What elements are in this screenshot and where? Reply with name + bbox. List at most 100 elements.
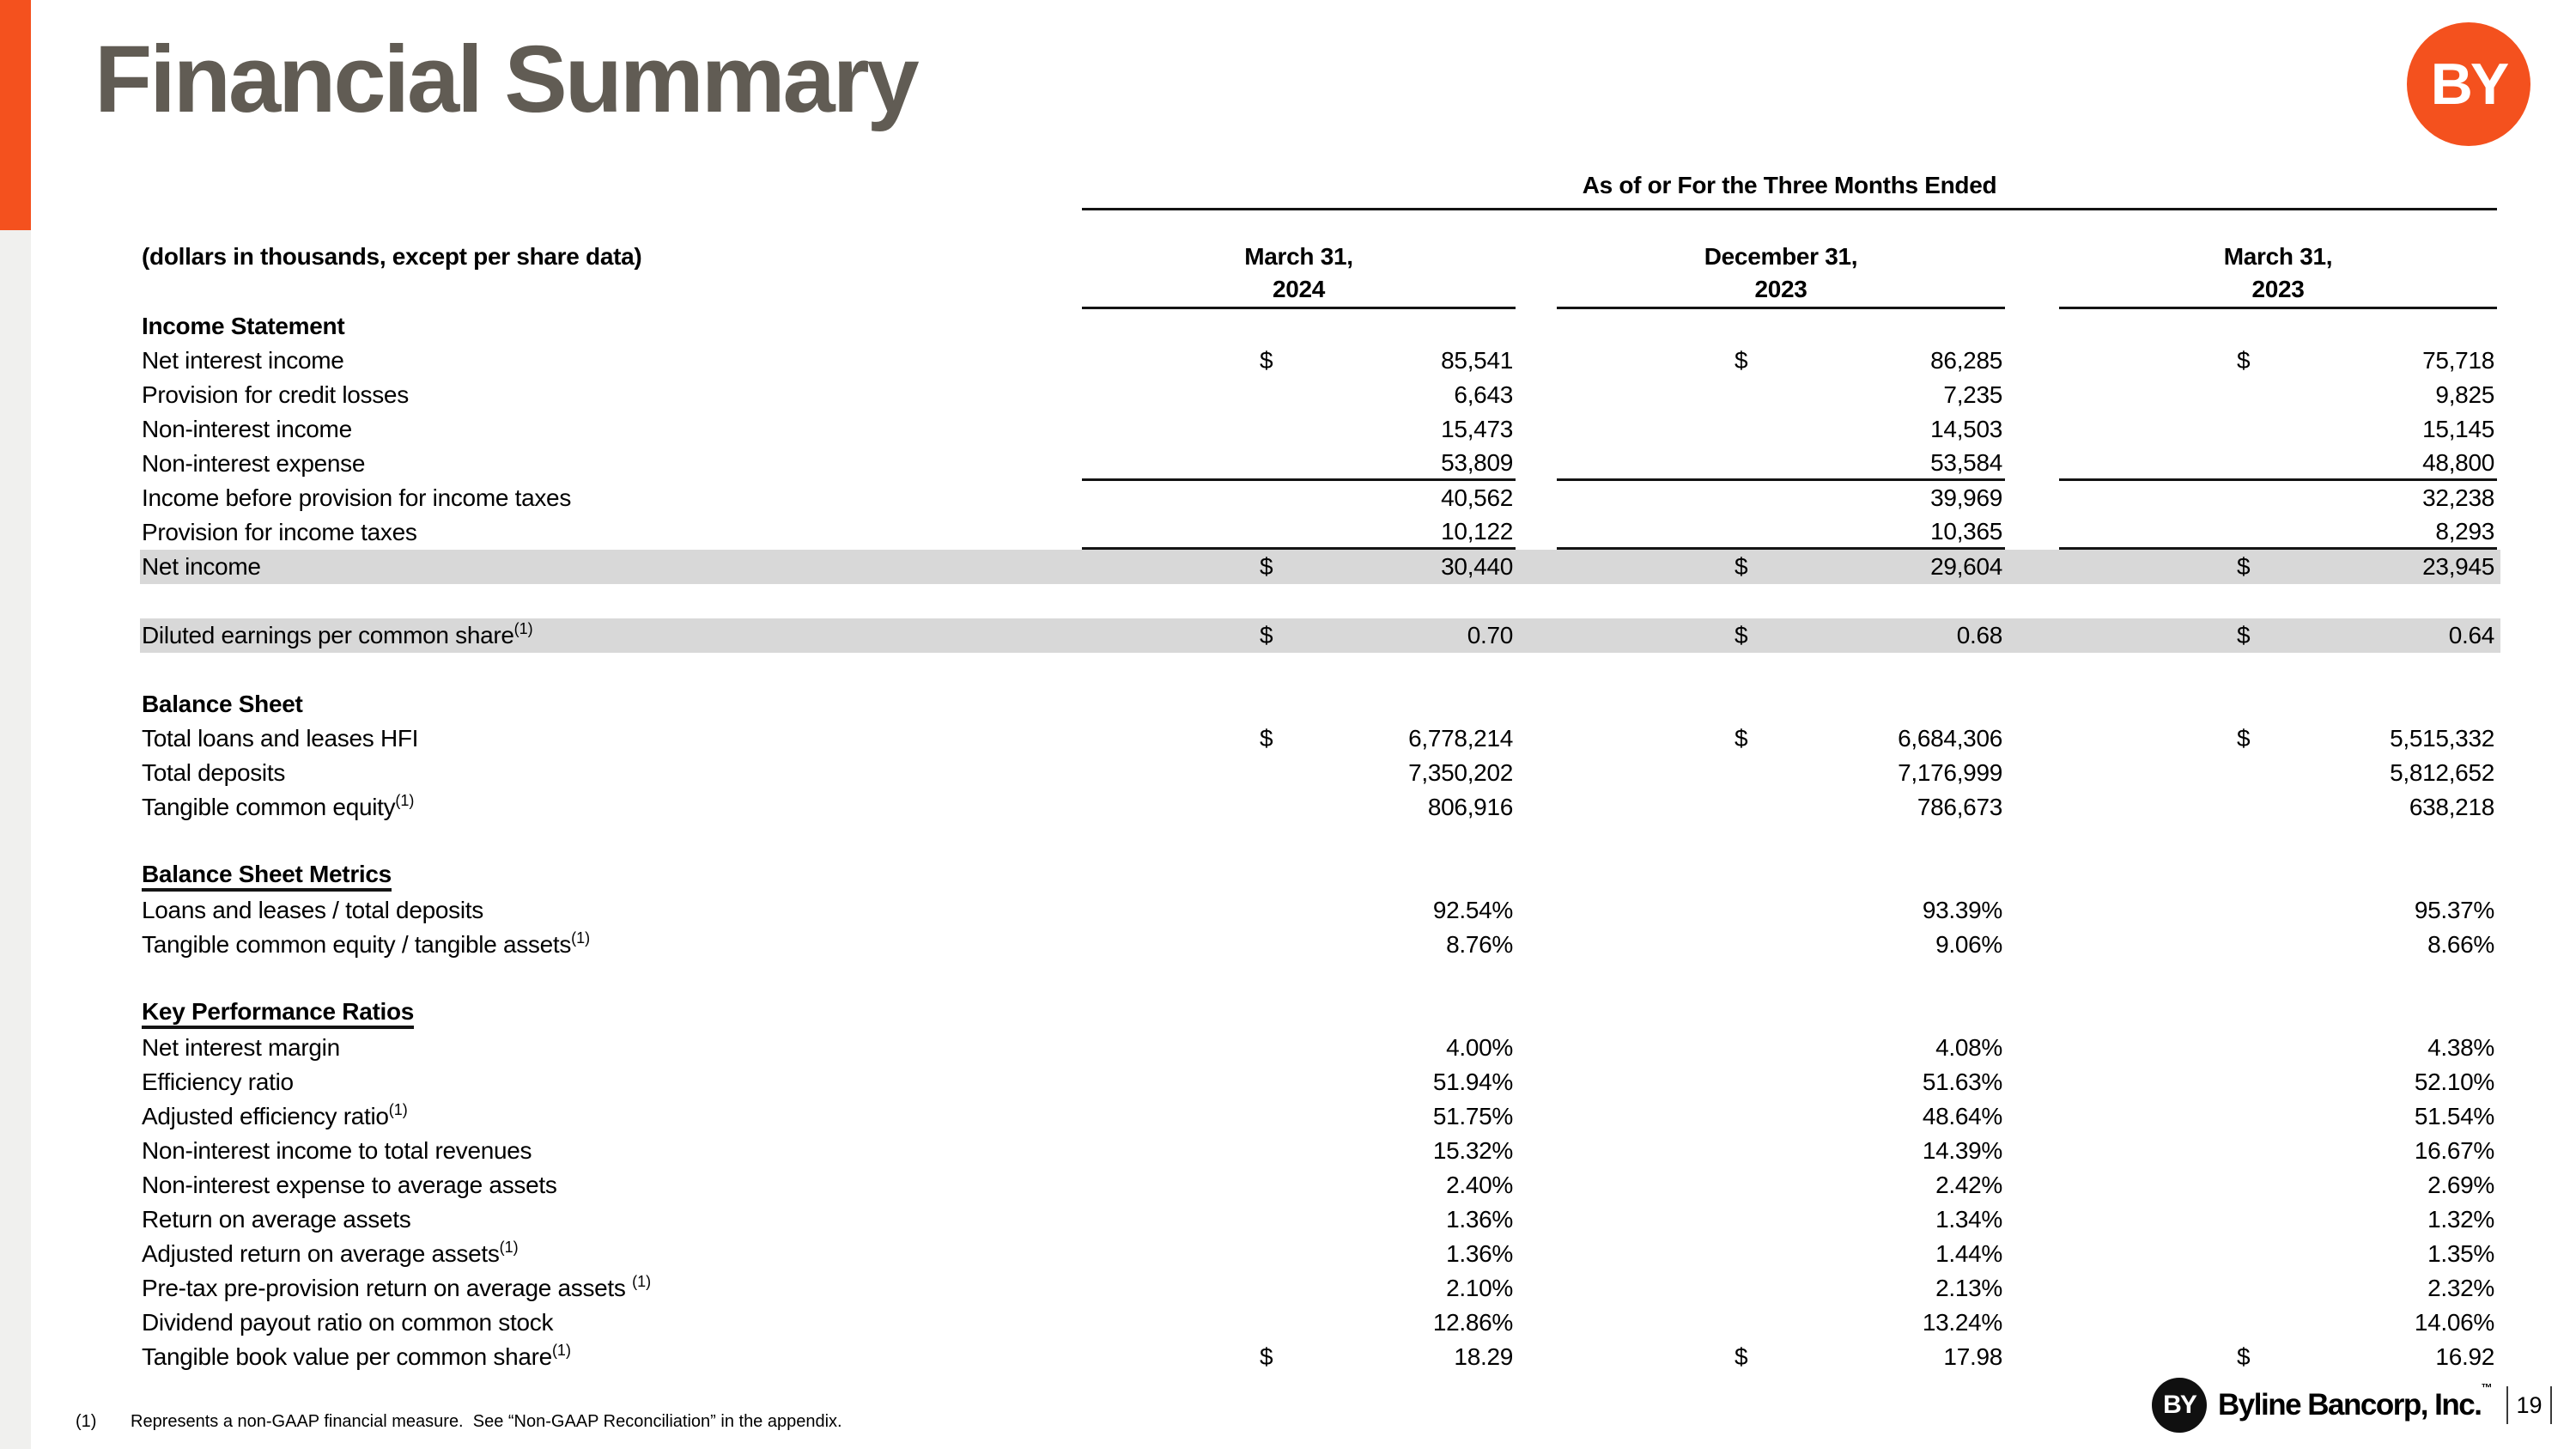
- table-spacer-row: [140, 825, 2500, 859]
- currency-symbol: $: [1260, 725, 1273, 752]
- value-cell: 1.36%: [1082, 1237, 1516, 1271]
- currency-symbol: $: [1260, 622, 1273, 648]
- value-cell: 4.38%: [2059, 1031, 2497, 1065]
- footnote: (1) Represents a non-GAAP financial meas…: [76, 1412, 842, 1432]
- value-cell: 15.32%: [1082, 1134, 1516, 1168]
- cell-value: 1.35%: [2427, 1240, 2494, 1267]
- cell-value: 2.69%: [2427, 1172, 2494, 1198]
- cell-value: 9.06%: [1935, 931, 2002, 958]
- row-label: Non-interest expense to average assets: [142, 1168, 557, 1202]
- value-cell: 14.06%: [2059, 1306, 2497, 1340]
- row-label: Tangible common equity / tangible assets…: [142, 928, 590, 962]
- cell-value: 8,293: [2435, 517, 2494, 545]
- row-label: Provision for credit losses: [142, 378, 409, 412]
- cell-value: 12.86%: [1432, 1309, 1513, 1336]
- value-cell: 14,503: [1557, 412, 2005, 447]
- left-side-strip: [0, 230, 31, 1449]
- value-cell: 1.35%: [2059, 1237, 2497, 1271]
- cell-value: 9,825: [2435, 381, 2494, 408]
- value-cell: 8,293: [2059, 515, 2497, 550]
- cell-value: 14.39%: [1922, 1137, 2002, 1164]
- cell-value: 6,778,214: [1408, 725, 1513, 752]
- footer-brand-name: Byline Bancorp, Inc.™: [2218, 1381, 2493, 1422]
- table-row: Income Statement: [140, 309, 2500, 344]
- row-label: Adjusted efficiency ratio(1): [142, 1099, 408, 1134]
- row-label-text: Tangible book value per common share: [142, 1343, 552, 1370]
- value-cell: 786,673: [1557, 790, 2005, 825]
- cell-value: 1.32%: [2427, 1206, 2494, 1233]
- cell-value: 93.39%: [1922, 897, 2002, 923]
- cell-value: 15,145: [2422, 416, 2494, 442]
- footnote-reference: (1): [388, 1101, 408, 1118]
- cell-value: 15.32%: [1432, 1137, 1513, 1164]
- cell-value: 92.54%: [1432, 897, 1513, 923]
- row-label-text: Dividend payout ratio on common stock: [142, 1309, 554, 1336]
- value-cell: 2.40%: [1082, 1168, 1516, 1202]
- row-label: Key Performance Ratios: [142, 996, 414, 1031]
- currency-symbol: $: [2237, 725, 2251, 752]
- currency-symbol: $: [2237, 1343, 2251, 1370]
- page-title: Financial Summary: [94, 27, 920, 132]
- row-label-text: Net interest margin: [142, 1034, 340, 1061]
- row-label: Total loans and leases HFI: [142, 721, 418, 756]
- value-cell: 51.94%: [1082, 1065, 1516, 1099]
- cell-value: 6,684,306: [1898, 725, 2002, 752]
- cell-value: 2.13%: [1935, 1275, 2002, 1301]
- cell-value: 2.10%: [1446, 1275, 1513, 1301]
- cell-value: 5,812,652: [2390, 759, 2494, 786]
- cell-value: 85,541: [1441, 347, 1513, 374]
- value-cell: 806,916: [1082, 790, 1516, 825]
- row-label: Total deposits: [142, 756, 285, 790]
- page-number-value: 19: [2516, 1391, 2543, 1418]
- value-cell: $6,778,214: [1082, 721, 1516, 756]
- value-cell: 1.32%: [2059, 1202, 2497, 1237]
- value-cell: $18.29: [1082, 1340, 1516, 1374]
- table-row: Key Performance Ratios: [140, 996, 2500, 1031]
- row-label-text: Net interest income: [142, 347, 344, 374]
- cell-value: 8.76%: [1446, 931, 1513, 958]
- value-cell: $0.70: [1082, 618, 1516, 653]
- table-row: Total deposits 7,350,202 7,176,999 5,812,65…: [140, 756, 2500, 790]
- value-cell: $30,440: [1082, 550, 1516, 584]
- currency-symbol: $: [1260, 347, 1273, 374]
- value-cell: $85,541: [1082, 344, 1516, 378]
- row-label-text: Non-interest income: [142, 416, 352, 442]
- row-label-text: Adjusted return on average assets: [142, 1240, 500, 1267]
- value-cell: 8.66%: [2059, 928, 2497, 962]
- row-label: Non-interest expense: [142, 447, 365, 481]
- row-label: Return on average assets: [142, 1202, 411, 1237]
- table-row: Non-interest income to total revenues 15.…: [140, 1134, 2500, 1168]
- value-cell: 12.86%: [1082, 1306, 1516, 1340]
- column-header-line1: March 31,: [1244, 243, 1353, 270]
- value-cell: 51.75%: [1082, 1099, 1516, 1134]
- table-row: Balance Sheet: [140, 687, 2500, 721]
- currency-symbol: $: [2237, 347, 2251, 374]
- table-row: Adjusted efficiency ratio(1) 51.75% 48.64%…: [140, 1099, 2500, 1134]
- value-cell: 40,562: [1082, 481, 1516, 515]
- column-header-march-2023: March 31, 2023: [2059, 237, 2497, 309]
- column-header-line2: 2024: [1272, 276, 1326, 302]
- byline-monogram: BY: [2163, 1391, 2197, 1419]
- value-cell: 7,235: [1557, 378, 2005, 412]
- value-cell: 638,218: [2059, 790, 2497, 825]
- cell-value: 86,285: [1930, 347, 2002, 374]
- cell-value: 51.54%: [2414, 1103, 2494, 1129]
- row-label: Pre-tax pre-provision return on average …: [142, 1271, 651, 1306]
- cell-value: 51.75%: [1432, 1103, 1513, 1129]
- value-cell: 15,473: [1082, 412, 1516, 447]
- table-row: Income before provision for income taxes…: [140, 481, 2500, 515]
- row-label: Tangible book value per common share(1): [142, 1340, 571, 1374]
- cell-value: 48,800: [2422, 448, 2494, 476]
- currency-symbol: $: [2237, 553, 2251, 580]
- table-row: Return on average assets 1.36% 1.34% 1.32%: [140, 1202, 2500, 1237]
- value-cell: 8.76%: [1082, 928, 1516, 962]
- cell-value: 52.10%: [2414, 1068, 2494, 1095]
- cell-value: 53,809: [1441, 448, 1513, 476]
- column-header-line2: 2023: [1754, 276, 1807, 302]
- table-row: Non-interest income 15,473 14,503 15,145: [140, 412, 2500, 447]
- value-cell: $5,515,332: [2059, 721, 2497, 756]
- table-row: Dividend payout ratio on common stock 12.…: [140, 1306, 2500, 1340]
- cell-value: 4.38%: [2427, 1034, 2494, 1061]
- value-cell: 93.39%: [1557, 893, 2005, 928]
